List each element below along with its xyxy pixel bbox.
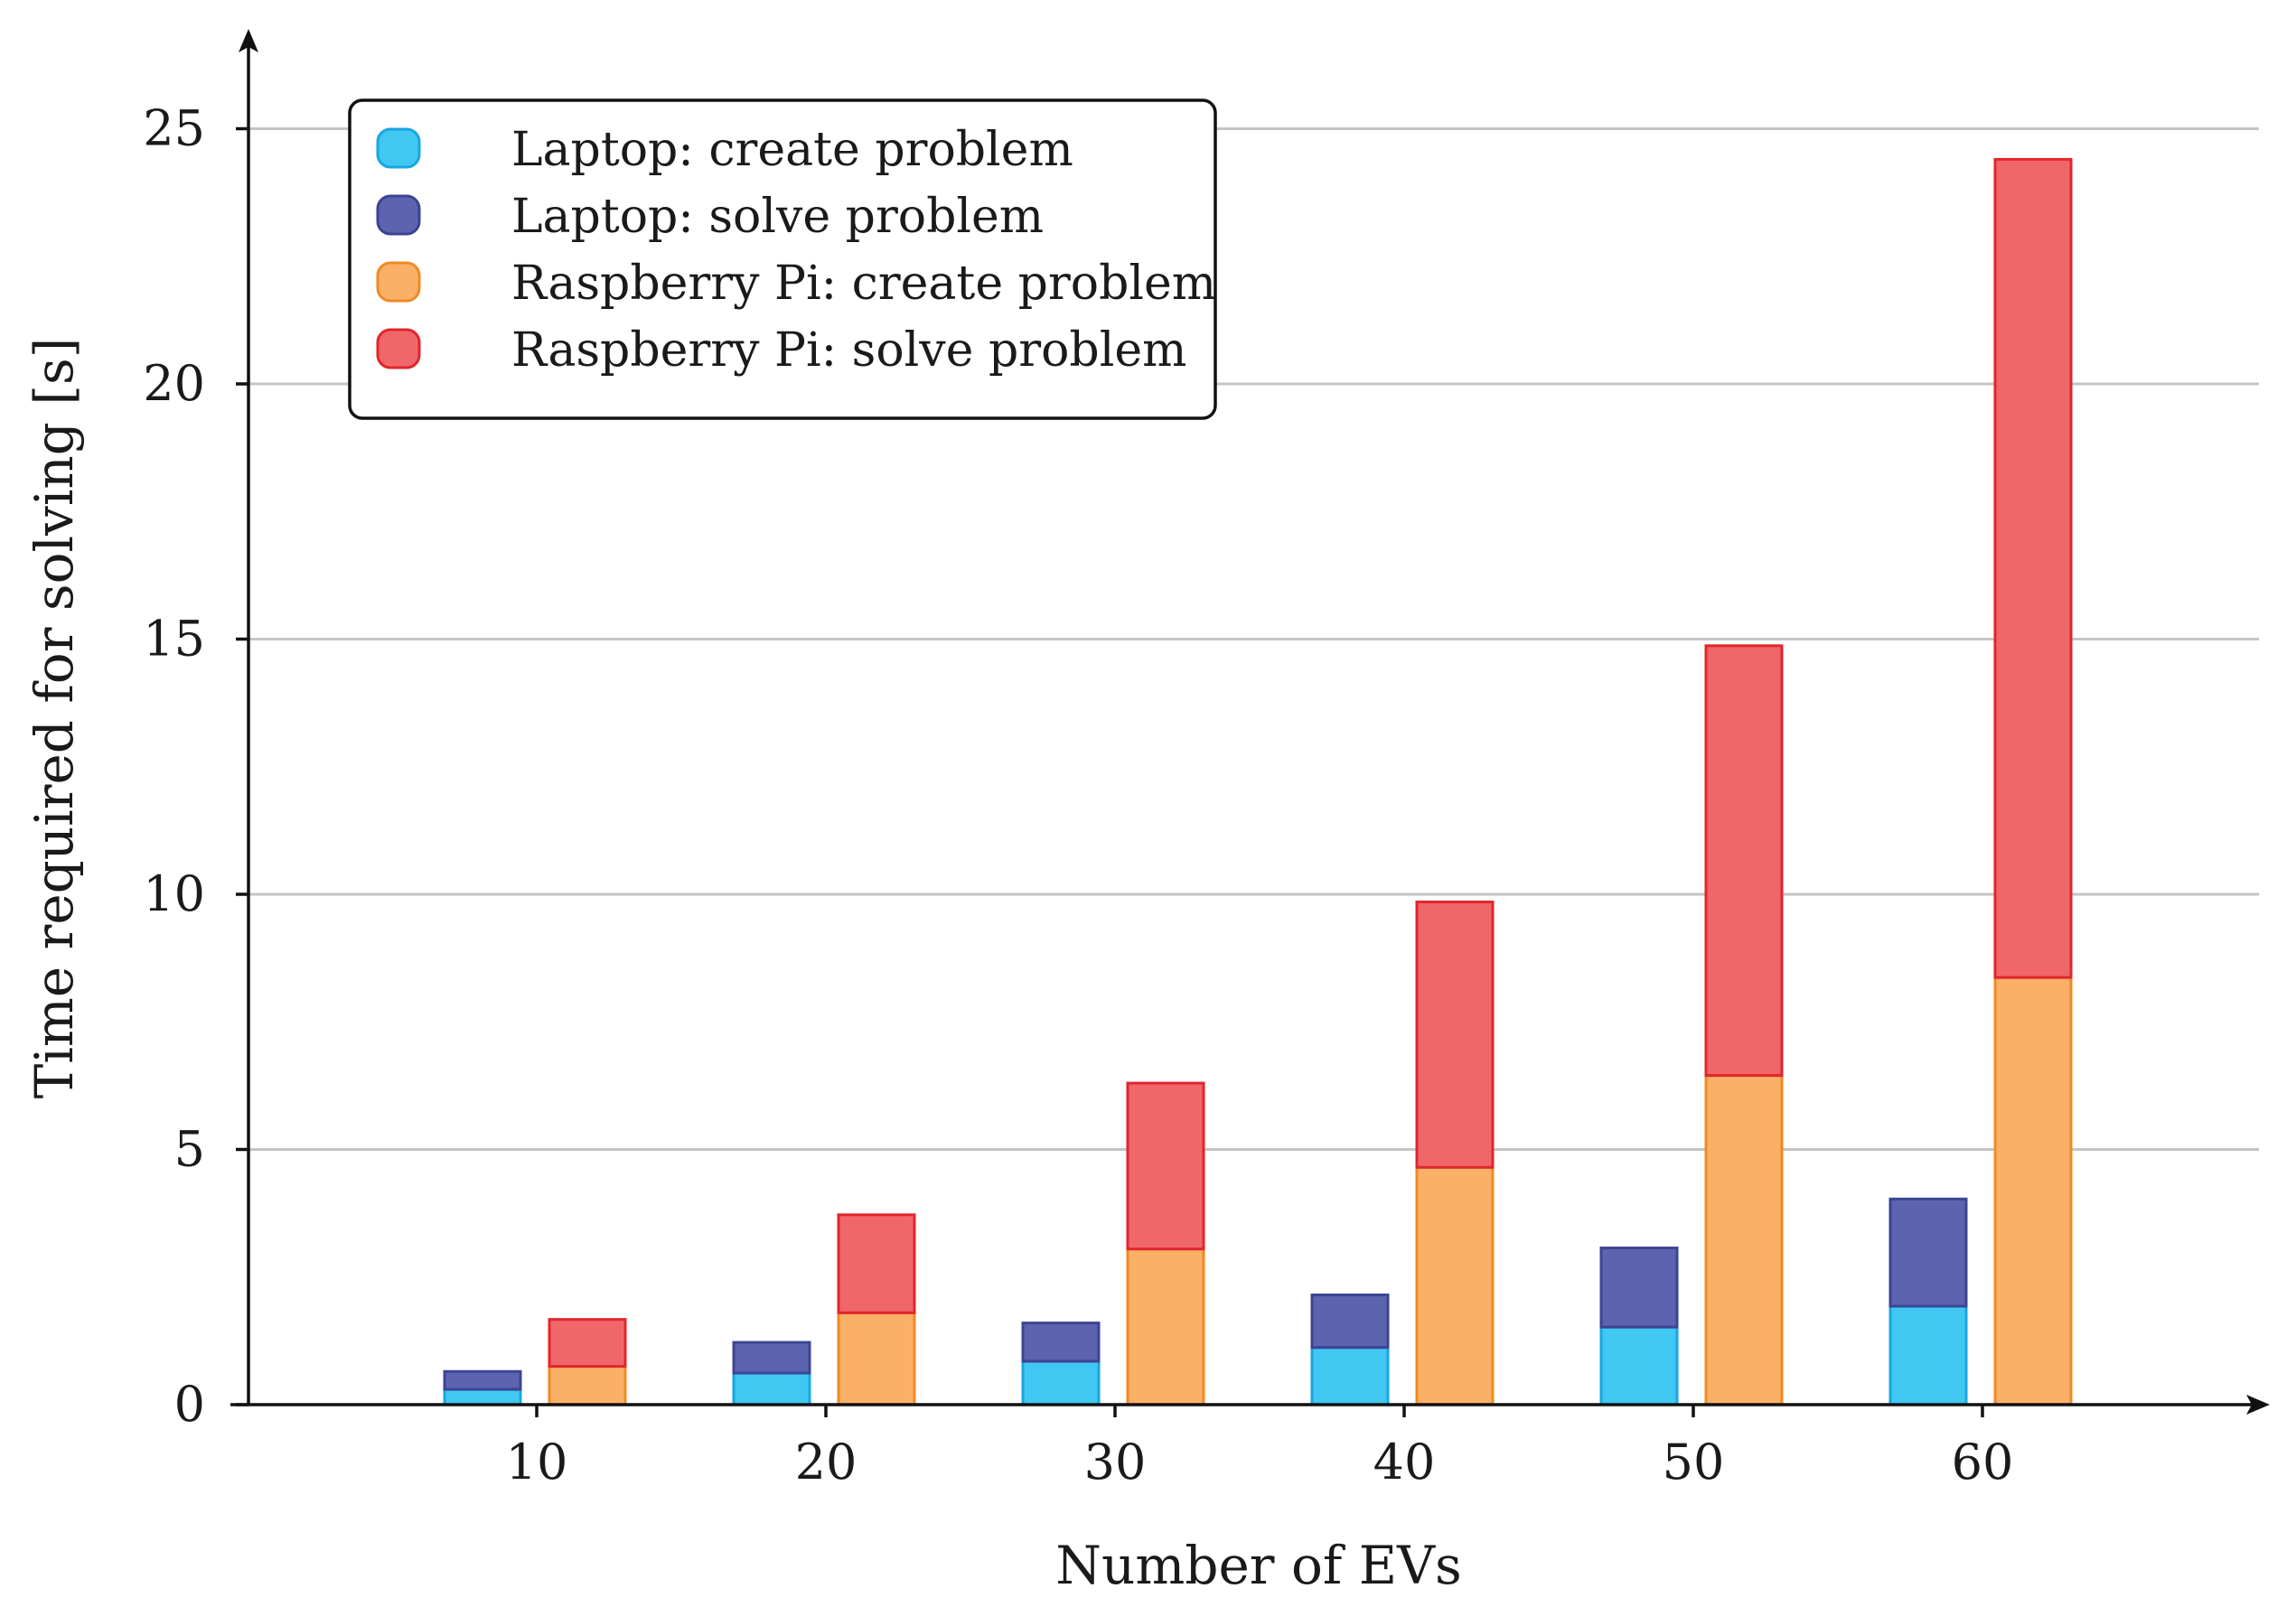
x-axis-arrow-icon	[2246, 1395, 2270, 1415]
y-tick-label: 0	[174, 1376, 205, 1433]
y-tick-label: 5	[174, 1121, 205, 1178]
bar-laptop-solve-problem-40	[1310, 1294, 1390, 1350]
legend-swatch	[376, 328, 421, 369]
bar-raspberry-pi-create-problem-60	[1993, 976, 2073, 1406]
legend-label: Laptop: create problem	[511, 123, 1073, 177]
bars	[443, 157, 2073, 1406]
y-ticks: 0 5 10 15 20 25	[143, 100, 248, 1433]
bar-raspberry-pi-solve-problem-30	[1126, 1081, 1205, 1251]
legend-swatch	[376, 194, 421, 236]
legend-swatch	[376, 261, 421, 303]
legend-swatch	[376, 127, 421, 169]
x-tick-label: 60	[1952, 1434, 2014, 1490]
legend-label: Raspberry Pi: solve problem	[511, 323, 1186, 378]
legend-box	[348, 98, 1217, 420]
bar-raspberry-pi-solve-problem-20	[837, 1213, 916, 1314]
bar-raspberry-pi-create-problem-30	[1126, 1247, 1205, 1406]
bar-laptop-create-problem-10	[443, 1387, 522, 1406]
bar-laptop-solve-problem-50	[1599, 1247, 1679, 1329]
bar-laptop-create-problem-50	[1599, 1325, 1679, 1406]
bar-laptop-solve-problem-10	[443, 1369, 522, 1391]
bar-laptop-create-problem-60	[1888, 1304, 1968, 1406]
x-tick-label: 40	[1373, 1434, 1436, 1490]
x-tick-label: 10	[506, 1434, 568, 1490]
axes	[230, 29, 2270, 1415]
bar-raspberry-pi-create-problem-20	[837, 1311, 916, 1406]
x-tick-label: 20	[795, 1434, 857, 1490]
y-tick-label: 20	[143, 355, 205, 412]
bar-raspberry-pi-solve-problem-40	[1415, 900, 1495, 1169]
bar-laptop-create-problem-30	[1021, 1359, 1101, 1406]
legend-label: Raspberry Pi: create problem	[511, 257, 1216, 311]
x-tick-label: 30	[1084, 1434, 1147, 1490]
y-tick-label: 25	[143, 100, 205, 157]
bar-laptop-create-problem-20	[732, 1371, 811, 1406]
bar-laptop-solve-problem-20	[732, 1341, 811, 1375]
x-axis-title: Number of EVs	[1055, 1535, 1462, 1596]
legend: Laptop: create problem Laptop: solve prob…	[348, 98, 1217, 420]
y-tick-label: 15	[143, 611, 205, 668]
bar-raspberry-pi-create-problem-40	[1415, 1165, 1495, 1406]
bar-raspberry-pi-solve-problem-50	[1704, 644, 1784, 1078]
y-axis-title: Time required for solving [s]	[23, 338, 85, 1099]
bar-laptop-solve-problem-60	[1888, 1197, 1968, 1308]
legend-label: Laptop: solve problem	[511, 190, 1044, 244]
bar-laptop-solve-problem-30	[1021, 1322, 1101, 1363]
bar-laptop-create-problem-40	[1310, 1346, 1390, 1406]
y-tick-label: 10	[143, 865, 205, 922]
bar-raspberry-pi-solve-problem-10	[548, 1318, 627, 1369]
x-ticks: 10 20 30 40 50 60	[506, 1405, 2014, 1490]
y-axis-arrow-icon	[239, 29, 258, 52]
bar-raspberry-pi-create-problem-10	[548, 1365, 627, 1406]
x-tick-label: 50	[1663, 1434, 1725, 1490]
bar-raspberry-pi-solve-problem-60	[1993, 157, 2073, 979]
bar-raspberry-pi-create-problem-50	[1704, 1074, 1784, 1406]
